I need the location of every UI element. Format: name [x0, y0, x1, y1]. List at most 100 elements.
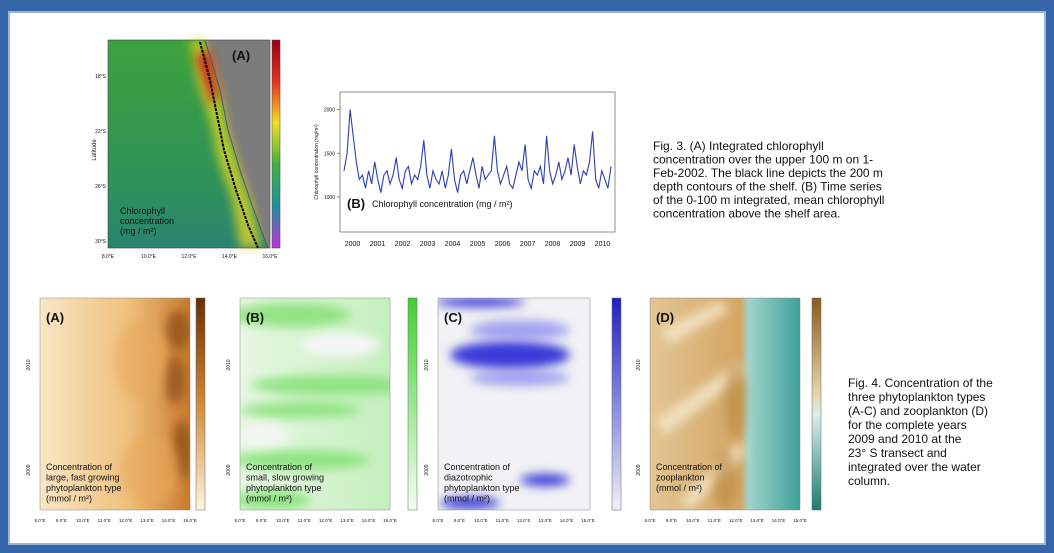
panel-text: Concentration of: [46, 462, 113, 472]
panel-text: large, fast growing: [46, 473, 120, 483]
panel-text: zooplankton: [656, 473, 705, 483]
x-tick-label: 2002: [395, 241, 411, 248]
y-tick-label: 30°S: [95, 239, 107, 245]
line: [343, 109, 612, 193]
map-legend: concentration: [120, 216, 174, 226]
y-tick-label: 1000: [324, 195, 335, 201]
x-tick-label: 2008: [545, 241, 561, 248]
x-tick-label: 14.0°E: [772, 518, 786, 523]
x-tick-label: 11.0°E: [496, 518, 509, 523]
x-tick-label: 15.0°E: [183, 518, 197, 523]
panel-title: Chlorophyll concentration (mg / m²): [372, 199, 513, 209]
x-tick-label: 2006: [495, 241, 511, 248]
caption-line: (A-C) and zooplankton (D): [848, 404, 988, 418]
panel-text: (mmol / m²): [46, 494, 92, 504]
x-tick-label: 13.0°E: [140, 518, 154, 523]
x-tick-label: 15.0°E: [793, 518, 807, 523]
panel-text: (mmol / m²): [656, 483, 702, 493]
x-tick-label: 12.0°E: [517, 518, 531, 523]
panel-text: Concentration of: [656, 462, 723, 472]
x-tick-label: 9.0°E: [454, 518, 465, 523]
panel-label: (A): [46, 310, 64, 325]
caption-line: Feb-2002. The black line depicts the 200…: [653, 166, 883, 180]
x-tick-label: 8.0°E: [644, 518, 655, 523]
caption-line: three phytoplankton types: [848, 390, 985, 404]
caption-line: depth contours of the shelf. (B) Time se…: [653, 180, 882, 194]
x-tick-label: 2003: [420, 241, 436, 248]
y-tick-label: 1500: [324, 151, 335, 157]
x-tick-label: 12.0°E: [119, 518, 133, 523]
x-tick-label: 16.0°E: [262, 254, 278, 260]
panel-label: (C): [444, 310, 462, 325]
map-legend: Chlorophyll: [120, 206, 165, 216]
x-tick-label: 12.0°E: [319, 518, 333, 523]
caption-line: integrated over the water: [848, 460, 981, 474]
x-tick-label: 10.0°E: [276, 518, 290, 523]
x-tick-label: 12.0°E: [181, 254, 197, 260]
x-tick-label: 10.0°E: [474, 518, 488, 523]
x-tick-label: 10.0°E: [141, 254, 157, 260]
y-tick-label: 18°S: [95, 74, 107, 80]
x-tick-label: 14.0°E: [162, 518, 176, 523]
x-tick-label: 2001: [370, 241, 386, 248]
panel-label: (B): [246, 310, 264, 325]
x-tick-label: 10.0°E: [76, 518, 90, 523]
panel-text: Concentration of: [246, 462, 313, 472]
colorbar-d: [811, 297, 822, 511]
colorbar-c: [611, 297, 622, 511]
caption-line: for the complete years: [848, 418, 967, 432]
panel-text: small, slow growing: [246, 473, 324, 483]
panel-text: phytoplankton type: [444, 483, 520, 493]
x-tick-label: 9.0°E: [56, 518, 67, 523]
x-tick-label: 2009: [570, 241, 586, 248]
plot-frame: [339, 91, 616, 233]
panel-label: (A): [232, 48, 250, 63]
y-tick-label: 2009: [226, 464, 232, 475]
y-tick-label: 2010: [636, 359, 642, 370]
x-tick-label: 14.0°E: [222, 254, 238, 260]
y-tick-label: 2009: [424, 464, 430, 475]
heatmap-c: [438, 298, 590, 510]
heatmap-d: [650, 298, 800, 510]
x-tick-label: 9.0°E: [256, 518, 267, 523]
axis-label: Latitude: [92, 139, 98, 161]
colorbar-b: [407, 297, 418, 511]
panel-label: (D): [656, 310, 674, 325]
x-tick-label: 8.0°E: [432, 518, 443, 523]
map: [107, 39, 281, 249]
panel-text: Concentration of: [444, 462, 511, 472]
y-tick-label: 22°S: [95, 129, 107, 135]
panel-text: (mmol / m²): [246, 494, 292, 504]
x-tick-label: 11.0°E: [298, 518, 311, 523]
y-tick-label: 2009: [26, 464, 32, 475]
caption-line: concentration over the upper 100 m on 1-: [653, 153, 873, 167]
heatmap-a: [40, 298, 190, 510]
x-tick-label: 2004: [445, 241, 461, 248]
y-tick-label: 26°S: [95, 184, 107, 190]
caption-line: concentration above the shelf area.: [653, 207, 840, 221]
panel-text: phytoplankton type: [246, 483, 322, 493]
x-tick-label: 12.0°E: [729, 518, 743, 523]
x-tick-label: 11.0°E: [98, 518, 111, 523]
map-legend: (mg / m²): [120, 226, 157, 236]
x-tick-label: 14.0°E: [560, 518, 574, 523]
y-tick-label: 2009: [636, 464, 642, 475]
y-tick-label: 2010: [26, 359, 32, 370]
x-tick-label: 13.0°E: [750, 518, 764, 523]
x-tick-label: 2007: [520, 241, 536, 248]
x-tick-label: 2000: [345, 241, 361, 248]
x-tick-label: 13.0°E: [340, 518, 354, 523]
panel-text: phytoplankton type: [46, 483, 122, 493]
x-tick-label: 15.0°E: [581, 518, 595, 523]
panel-text: diazotrophic: [444, 473, 493, 483]
x-tick-label: 8.0°E: [234, 518, 245, 523]
colorbar-a: [195, 297, 206, 511]
x-tick-label: 8.0°E: [102, 254, 115, 260]
y-tick-label: 2000: [324, 108, 335, 114]
panel-text: (mmol / m²): [444, 494, 490, 504]
caption-line: Fig. 3. (A) Integrated chlorophyll: [653, 139, 824, 153]
caption-line: 23° S transect and: [848, 446, 947, 460]
y-tick-label: 2010: [424, 359, 430, 370]
x-tick-label: 14.0°E: [362, 518, 376, 523]
